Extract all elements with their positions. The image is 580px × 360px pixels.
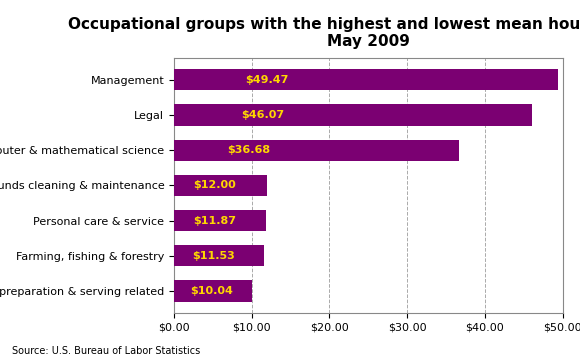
Bar [174,175,267,196]
Bar [174,104,532,126]
Text: $11.87: $11.87 [193,216,236,226]
Bar [174,69,559,90]
Text: $12.00: $12.00 [193,180,236,190]
Bar [174,140,459,161]
Text: Source: U.S. Bureau of Labor Statistics: Source: U.S. Bureau of Labor Statistics [12,346,200,356]
Text: $11.53: $11.53 [193,251,235,261]
Text: $36.68: $36.68 [227,145,271,155]
Bar [174,280,252,302]
Bar [174,245,264,266]
Title: Occupational groups with the highest and lowest mean hourly wages,
May 2009: Occupational groups with the highest and… [68,17,580,49]
Text: $10.04: $10.04 [190,286,233,296]
Text: $49.47: $49.47 [245,75,289,85]
Text: $46.07: $46.07 [241,110,284,120]
Bar [174,210,266,231]
